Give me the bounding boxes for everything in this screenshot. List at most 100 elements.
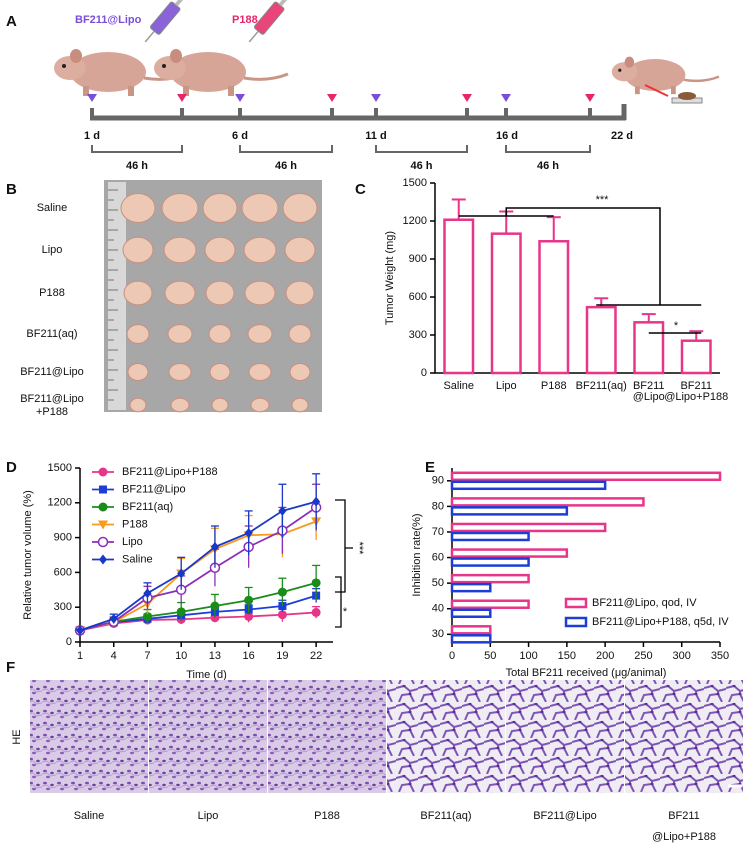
interval-bracket [239, 145, 333, 153]
x-axis-label: Time (d) [186, 669, 227, 681]
legend-label: Lipo [122, 536, 143, 548]
y-tick-label: 900 [54, 532, 72, 544]
x-tick-label: 0 [449, 650, 455, 662]
syringe-plunger [278, 0, 290, 7]
bar [450, 531, 530, 542]
tumor [202, 193, 238, 223]
marker [98, 520, 108, 530]
mouse-eye [162, 64, 166, 68]
legend-label: BF211(aq) [122, 501, 173, 513]
y-tick-label: 600 [409, 291, 427, 303]
significance-bracket [335, 576, 342, 628]
marker [109, 613, 118, 624]
panel-letter: E [425, 459, 435, 476]
tumor [291, 397, 309, 413]
tumor [288, 324, 312, 344]
y-tick-label: 600 [54, 566, 72, 578]
marker [244, 595, 254, 605]
y-tick-label: 30 [432, 628, 444, 640]
y-tick-label: 1500 [48, 462, 72, 474]
x-tick-label: 200 [596, 650, 614, 662]
mouse-body [624, 59, 686, 91]
significance-label: *** [596, 194, 610, 206]
interval-bracket [505, 145, 591, 153]
row-label: BF211(aq) [26, 328, 77, 340]
injection-marker [585, 94, 595, 102]
y-tick-label: 0 [66, 636, 72, 648]
tumor [126, 324, 150, 344]
marker [210, 541, 219, 552]
tumor [241, 193, 279, 223]
syringe-needle [144, 30, 155, 43]
group-label: BF211@Lipo [533, 810, 597, 822]
histology-image [625, 680, 743, 793]
mouse-leg [83, 86, 89, 96]
y-axis-label: Tumor Weight (mg) [384, 231, 396, 325]
tumor [282, 193, 318, 223]
panel-letter: B [6, 181, 17, 198]
axis-line [434, 183, 720, 374]
tumor-sample [678, 92, 696, 100]
marker [177, 568, 186, 579]
x-tick-label: BF211 [633, 380, 665, 392]
interval-label: 46 h [410, 160, 432, 172]
bar [450, 599, 530, 609]
mouse-head [54, 56, 86, 80]
row-label: Saline [37, 202, 68, 214]
histology-image [387, 680, 505, 793]
series-line [79, 500, 317, 632]
bar [443, 218, 475, 375]
significance-label: * [674, 320, 679, 332]
syringe-barrel [254, 1, 285, 35]
x-tick-label: 50 [484, 650, 496, 662]
series-line [79, 611, 317, 632]
mouse-ear [70, 49, 82, 63]
day-label: 1 d [84, 130, 100, 142]
panel-letter: D [6, 459, 17, 476]
marker [143, 588, 152, 599]
x-tick-label: 7 [144, 650, 150, 662]
panel-letter: F [6, 659, 15, 676]
bar [633, 321, 665, 375]
injection-marker [371, 94, 381, 102]
y-tick-label: 70 [432, 526, 444, 538]
bar [450, 634, 492, 644]
marker [98, 467, 108, 477]
marker [176, 607, 186, 617]
mouse-leg [183, 86, 189, 96]
bar [490, 232, 522, 375]
tumor [204, 236, 236, 264]
group-label: BF211 [668, 810, 700, 822]
tumor [161, 193, 199, 223]
mouse-body [70, 52, 146, 92]
mouse-leg [671, 86, 676, 95]
marker [278, 505, 287, 516]
row-label: Lipo [42, 244, 63, 256]
x-tick-label: BF211 [680, 380, 712, 392]
row-label: P188 [39, 287, 65, 299]
mouse-eye [62, 64, 66, 68]
marker [210, 601, 220, 611]
y-tick-label: 300 [409, 329, 427, 341]
y-tick-label: 1200 [403, 215, 427, 227]
day-label: 11 d [365, 130, 386, 142]
x-tick-label: 16 [243, 650, 255, 662]
tumor [209, 363, 231, 381]
y-tick-label: 1200 [48, 497, 72, 509]
significance-label: *** [353, 542, 365, 556]
marker [311, 607, 321, 617]
y-tick-label: 300 [54, 601, 72, 613]
bar [450, 573, 530, 584]
mouse-body [170, 52, 246, 92]
injection-marker [462, 94, 472, 102]
group-label: BF211(aq) [420, 810, 471, 822]
series-line [79, 506, 317, 632]
agent-label: BF211@Lipo [75, 14, 142, 26]
row-label: +P188 [36, 406, 68, 418]
group-label: Lipo [198, 810, 219, 822]
histology-image [268, 680, 386, 793]
marker [312, 496, 321, 507]
legend-label: Saline [122, 553, 153, 565]
arrow [644, 84, 669, 97]
